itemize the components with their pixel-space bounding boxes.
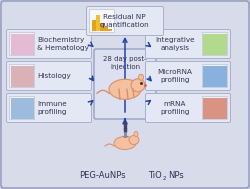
Text: MicroRNA
profiling: MicroRNA profiling [158,69,192,83]
FancyBboxPatch shape [203,33,227,54]
Text: 2: 2 [163,176,166,180]
FancyBboxPatch shape [94,49,156,119]
Bar [104,27,108,31]
FancyBboxPatch shape [6,61,91,91]
FancyBboxPatch shape [10,97,35,119]
Text: NPs: NPs [168,170,184,180]
FancyBboxPatch shape [146,61,230,91]
Ellipse shape [109,79,141,99]
FancyBboxPatch shape [86,6,164,36]
Text: TiO: TiO [148,170,162,180]
FancyBboxPatch shape [203,66,227,87]
FancyBboxPatch shape [10,66,34,87]
FancyBboxPatch shape [10,33,35,56]
Bar [96,15,100,31]
Bar [92,20,96,31]
FancyBboxPatch shape [202,97,228,119]
FancyBboxPatch shape [146,29,230,59]
Text: Biochemistry
& Hematology: Biochemistry & Hematology [37,37,89,51]
Bar [108,29,112,31]
Text: Residual NP
quantification: Residual NP quantification [99,14,149,28]
Text: 28 day post-
injection: 28 day post- injection [103,56,147,70]
Ellipse shape [134,132,138,136]
Ellipse shape [138,74,143,80]
FancyBboxPatch shape [146,94,230,122]
Ellipse shape [131,79,145,92]
FancyBboxPatch shape [203,98,227,119]
Text: mRNA
profiling: mRNA profiling [160,101,190,115]
FancyBboxPatch shape [90,9,114,33]
Text: PEG-AuNPs: PEG-AuNPs [79,170,125,180]
FancyBboxPatch shape [6,94,91,122]
Bar [100,23,103,31]
FancyBboxPatch shape [6,29,91,59]
Ellipse shape [114,136,136,149]
Text: Histology: Histology [37,73,71,79]
Text: Integrative
analysis: Integrative analysis [155,37,195,51]
FancyBboxPatch shape [202,33,228,56]
Text: Immune
profiling: Immune profiling [37,101,67,115]
FancyBboxPatch shape [202,64,228,88]
Ellipse shape [129,136,139,145]
FancyBboxPatch shape [10,33,34,54]
FancyBboxPatch shape [10,98,34,119]
FancyBboxPatch shape [10,64,35,88]
